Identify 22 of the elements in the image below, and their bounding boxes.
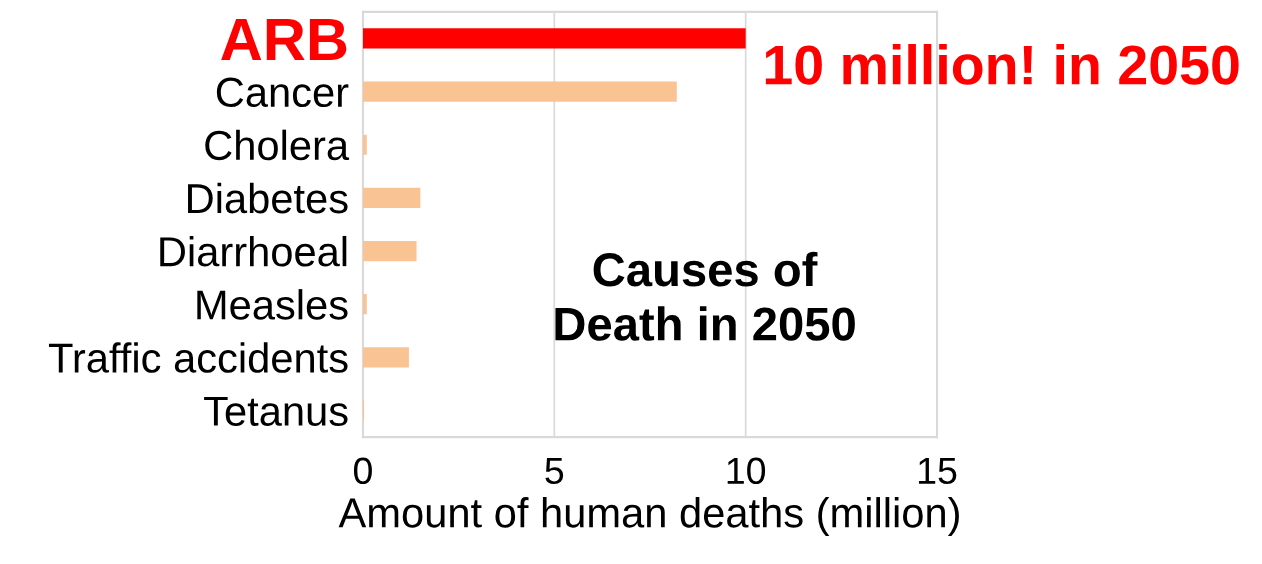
x-tick-label: 0: [353, 457, 372, 485]
y-tick-label: Cancer: [216, 77, 349, 108]
bar: [362, 28, 746, 49]
y-tick-label: Measles: [197, 289, 348, 320]
bar: [362, 347, 409, 368]
y-tick-label: Traffic accidents: [48, 342, 348, 373]
x-tick-label: 5: [545, 457, 564, 485]
bar: [362, 81, 677, 102]
y-tick-label: Diabetes: [188, 182, 348, 214]
x-tick-label: 15: [919, 457, 957, 485]
y-tick-label: Diarrhoeal: [160, 235, 347, 267]
y-tick-label: Tetanus: [204, 396, 348, 427]
annotation: 10 million! in 2050: [765, 43, 1239, 85]
text: Causes of Death in 2050: [555, 251, 855, 341]
x-axis-title: Amount of human deaths (million): [338, 497, 959, 536]
bar: [362, 134, 367, 155]
bar: [362, 187, 421, 208]
y-tick-label: ARB: [221, 18, 347, 61]
x-tick-label: 10: [727, 457, 766, 485]
bar: [362, 294, 367, 315]
y-tick-label: Cholera: [205, 129, 350, 161]
bar: [362, 240, 417, 262]
